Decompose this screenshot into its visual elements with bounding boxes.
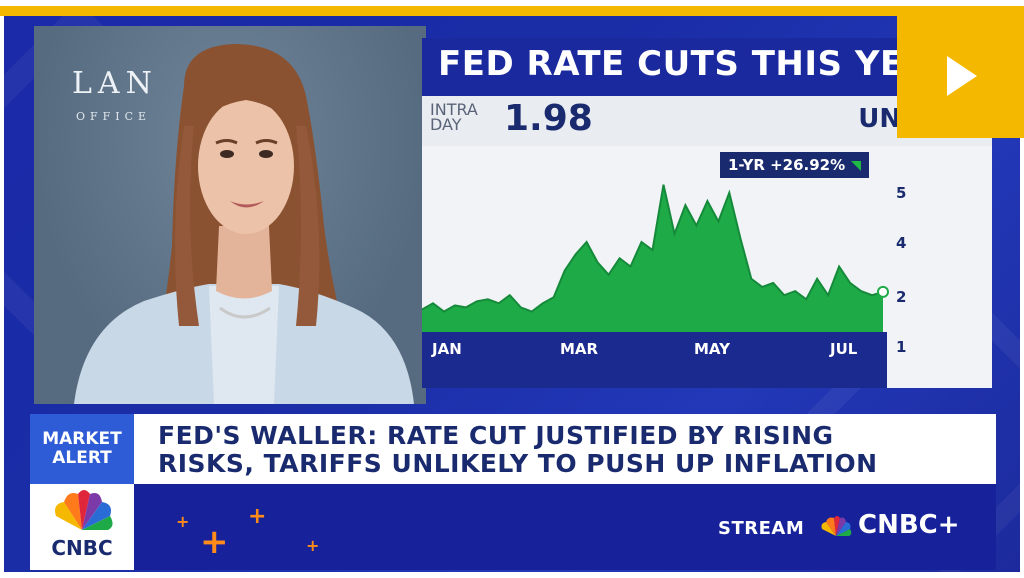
network-bar: + + + + STREAM CNBC+: [134, 484, 996, 570]
plus-ornament-icon: +: [200, 522, 229, 562]
peacock-icon: [55, 490, 113, 530]
y-tick-label: 1: [896, 338, 907, 356]
stream-label: STREAM: [718, 518, 805, 539]
chart-plot: [422, 184, 889, 332]
alert-headline-line1: FED'S WALLER: RATE CUT JUSTIFIED BY RISI…: [158, 421, 834, 450]
y-tick-label: 2: [896, 288, 907, 306]
backdrop-logo-text: LAN: [72, 66, 158, 101]
cnbc-logo: CNBC: [30, 484, 134, 570]
x-tick-label: MAY: [694, 340, 730, 358]
cnbc-logo-word: CNBC: [51, 536, 113, 560]
guest-figure: [74, 44, 414, 404]
one-year-change-badge: 1-YR +26.92%: [720, 152, 870, 178]
y-tick-label: 5: [896, 184, 907, 202]
price-area: [422, 184, 883, 332]
last-price-point: [877, 285, 889, 298]
cnbc-plus-label: CNBC+: [858, 510, 960, 540]
x-tick-label: JAN: [432, 340, 462, 358]
y-tick-label: 4: [896, 234, 907, 252]
intraday-label: INTRA DAY: [430, 100, 478, 134]
headline-title: FED RATE CUTS THIS YE: [438, 44, 904, 84]
price-value: 1.98: [504, 98, 593, 139]
intraday-label-line1: INTRA: [430, 100, 478, 119]
guest-video-feed: LAN OFFICE: [34, 26, 426, 404]
price-chart: 1-YR +26.92% JAN MAR MAY JUL 5 4 2 1: [422, 146, 992, 388]
alert-headline: FED'S WALLER: RATE CUT JUSTIFIED BY RISI…: [158, 422, 878, 478]
chart-x-axis: JAN MAR MAY JUL: [422, 332, 887, 388]
backdrop-logo-subtext: OFFICE: [76, 110, 152, 123]
alert-tag-line1: MARKET: [42, 429, 122, 449]
up-triangle-icon: [851, 160, 862, 171]
x-tick-label: MAR: [560, 340, 599, 358]
plus-ornament-icon: +: [176, 512, 190, 531]
alert-headline-line2: RISKS, TARIFFS UNLIKELY TO PUSH UP INFLA…: [158, 449, 878, 478]
price-line: [422, 184, 884, 313]
intraday-label-line2: DAY: [430, 115, 462, 134]
top-accent-band: [0, 6, 1024, 16]
alert-tag-line2: ALERT: [52, 448, 112, 468]
peacock-small-icon: [821, 516, 852, 536]
play-button[interactable]: [897, 16, 1024, 138]
plus-ornament-icon: +: [306, 536, 320, 555]
plus-ornament-icon: +: [248, 504, 267, 529]
alert-headline-box: FED'S WALLER: RATE CUT JUSTIFIED BY RISI…: [134, 414, 996, 484]
play-icon: [947, 56, 977, 96]
market-alert-tag: MARKET ALERT: [30, 414, 134, 484]
x-tick-label: JUL: [830, 340, 858, 358]
badge-text: 1-YR +26.92%: [728, 156, 846, 174]
